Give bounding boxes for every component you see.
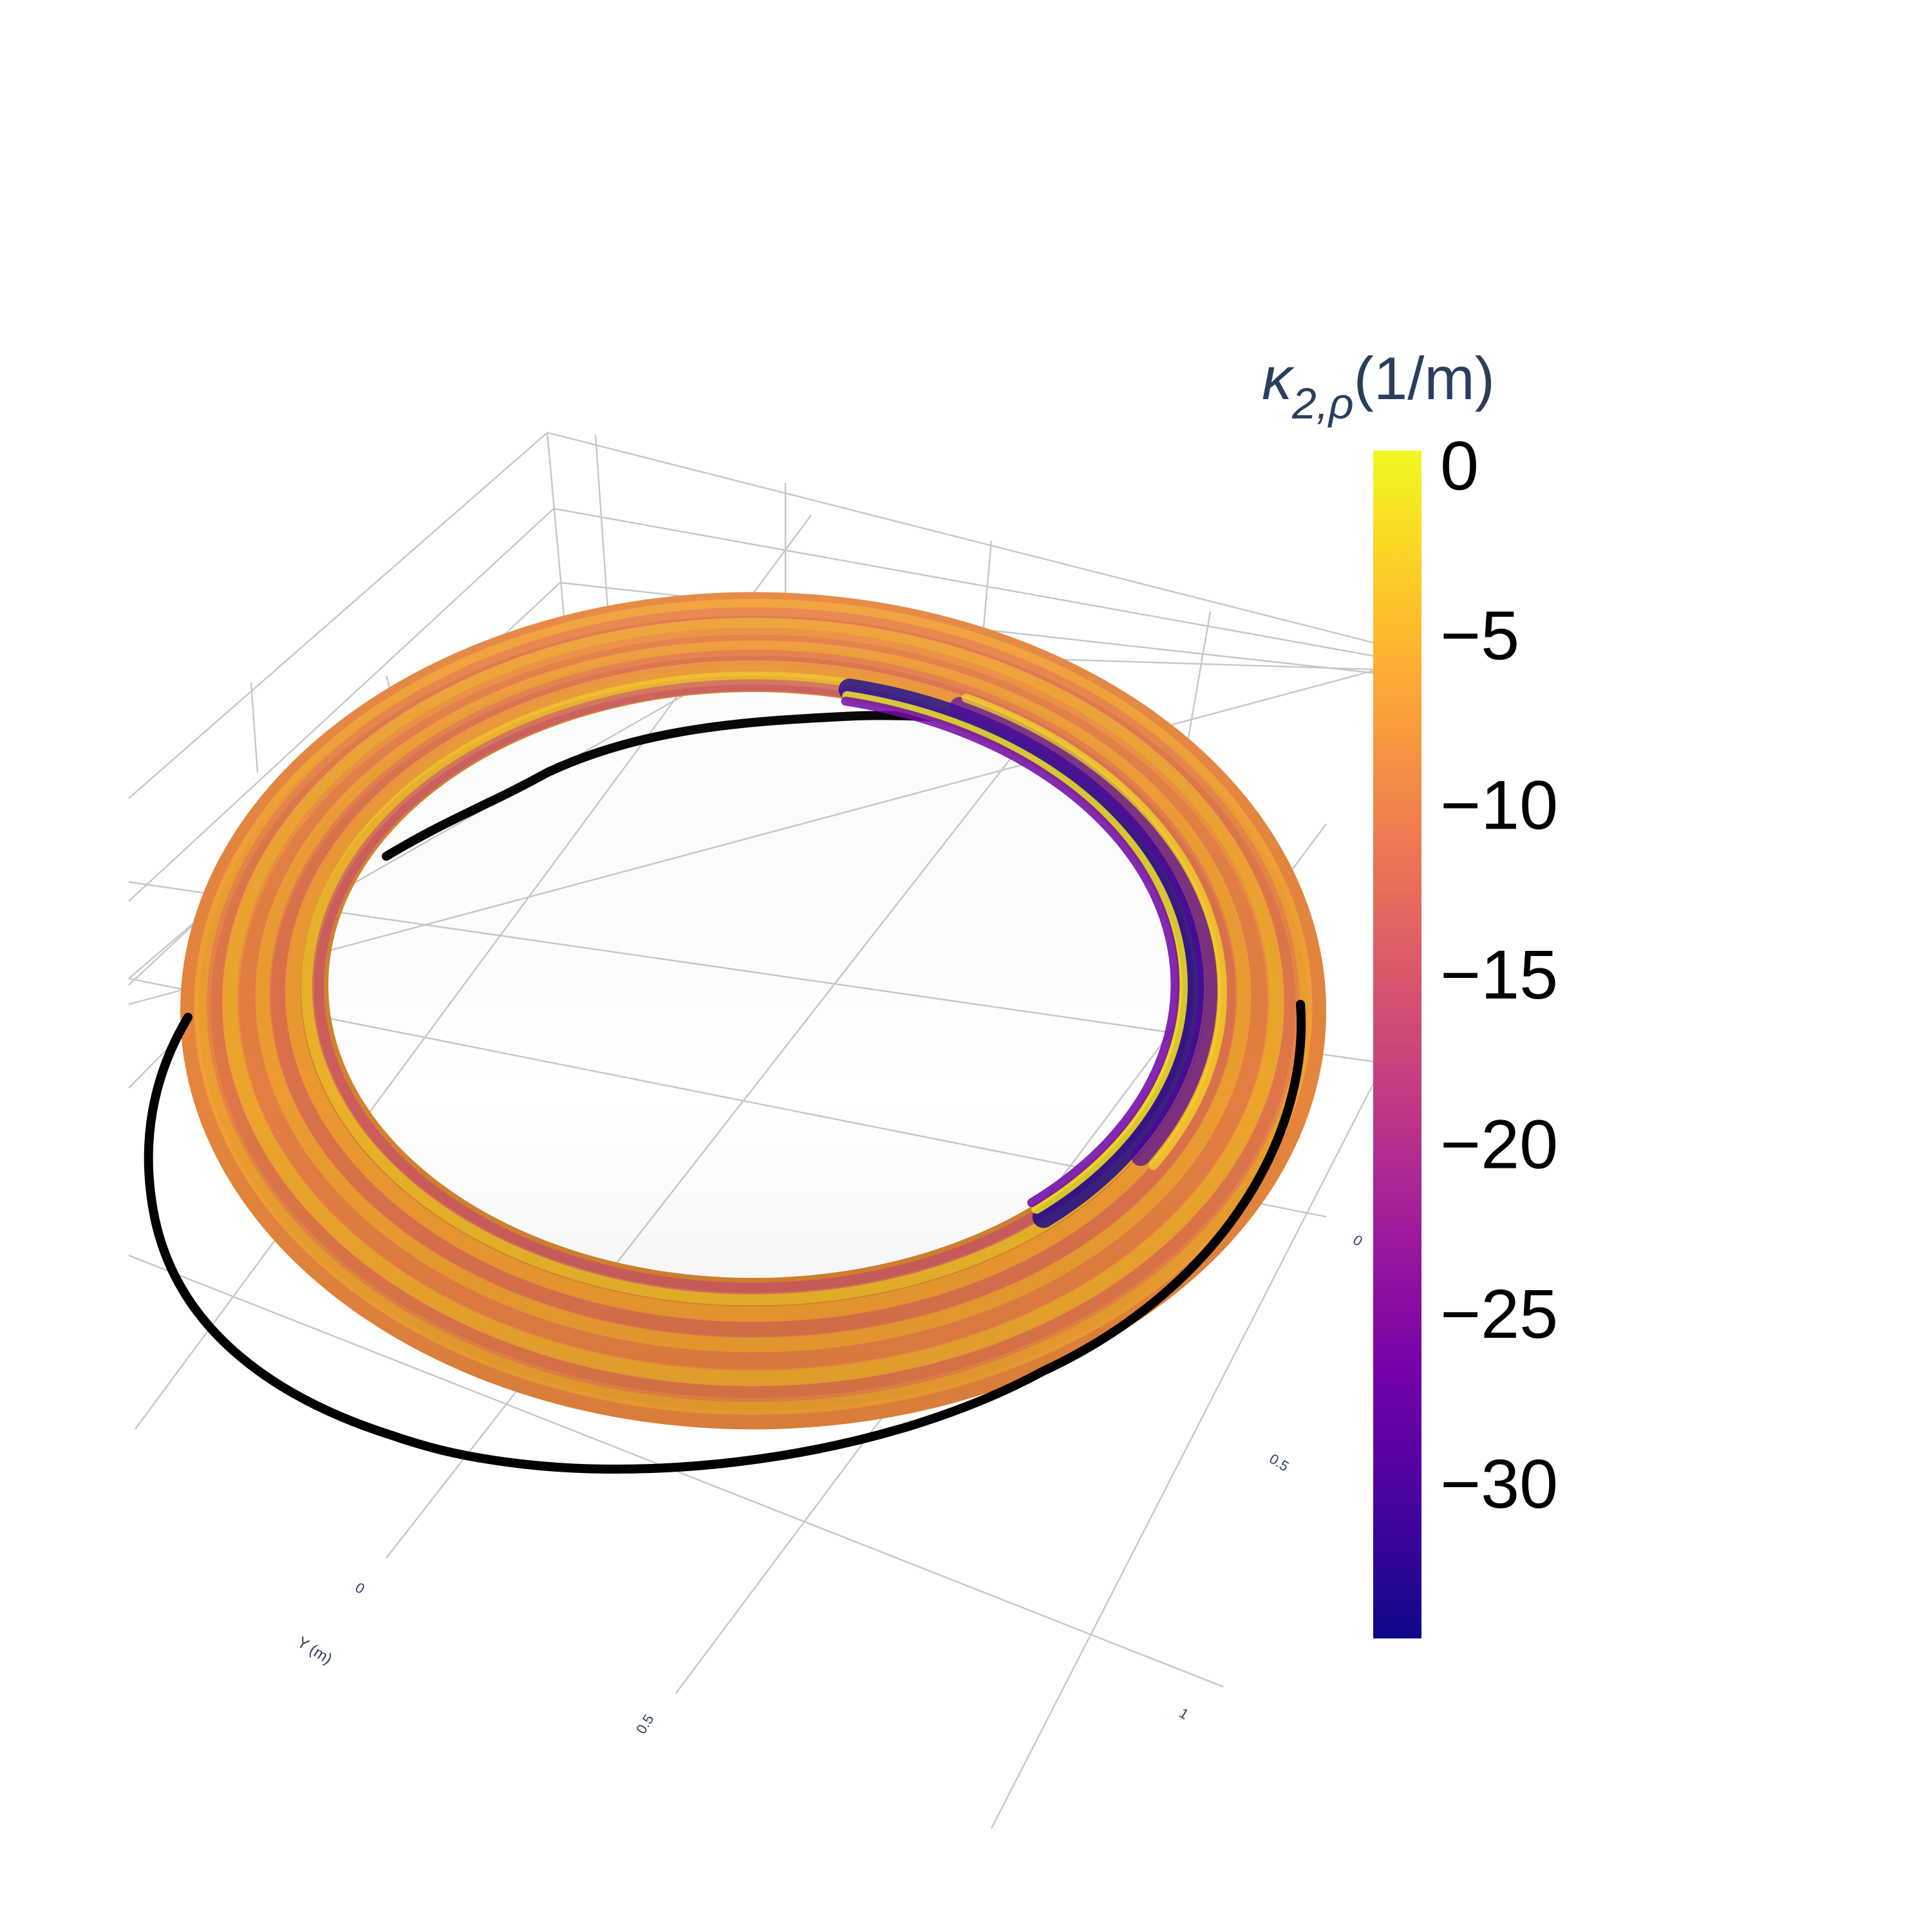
torus-shading (180, 592, 1327, 1430)
colorbar-tick-label: −25 (1440, 1275, 1558, 1353)
colorbar-title-symbol: κ (1262, 344, 1295, 412)
grid-line (1183, 611, 1212, 760)
colorbar-title-subscript: 2,ρ (1291, 379, 1354, 428)
colorbar-title: κ2,ρ(1/m) (1262, 344, 1495, 428)
colorbar-tick-label: −5 (1440, 596, 1519, 674)
grid-line (128, 432, 548, 799)
colorbar-title-unit: (1/m) (1354, 344, 1495, 412)
colorbar-tick-label: −30 (1440, 1445, 1558, 1523)
y-axis-title: Y (m) (294, 1633, 335, 1668)
colorbar-tick-label: 0 (1440, 426, 1479, 504)
grid-line (990, 1074, 1379, 1829)
colorbar-gradient (1373, 451, 1421, 1638)
x-axis-tick-label: 0.5 (1266, 1450, 1291, 1474)
colorbar: κ2,ρ(1/m) 0 −5 −10 −15 −20 −25 −30 (1262, 344, 1558, 1638)
y-axis-tick-label: 1 (1176, 1705, 1192, 1723)
grid-line (546, 432, 568, 644)
x-axis-tick-label: 0 (1350, 1232, 1365, 1250)
y-axis-tick-label: 0.5 (633, 1711, 657, 1736)
grid-line (594, 434, 610, 619)
grid-line (553, 507, 1378, 658)
torus-surface (180, 592, 1327, 1430)
colorbar-ticks: 0 −5 −10 −15 −20 −25 −30 (1440, 426, 1558, 1522)
grid-line (547, 431, 1378, 645)
y-axis-tick-label: 0 (352, 1579, 368, 1597)
grid-line (250, 682, 259, 773)
colorbar-tick-label: −10 (1440, 766, 1558, 844)
colorbar-tick-label: −20 (1440, 1105, 1558, 1183)
grid-line (128, 508, 554, 902)
space-curve-front (144, 1000, 1306, 1474)
colorbar-tick-label: −15 (1440, 935, 1558, 1013)
